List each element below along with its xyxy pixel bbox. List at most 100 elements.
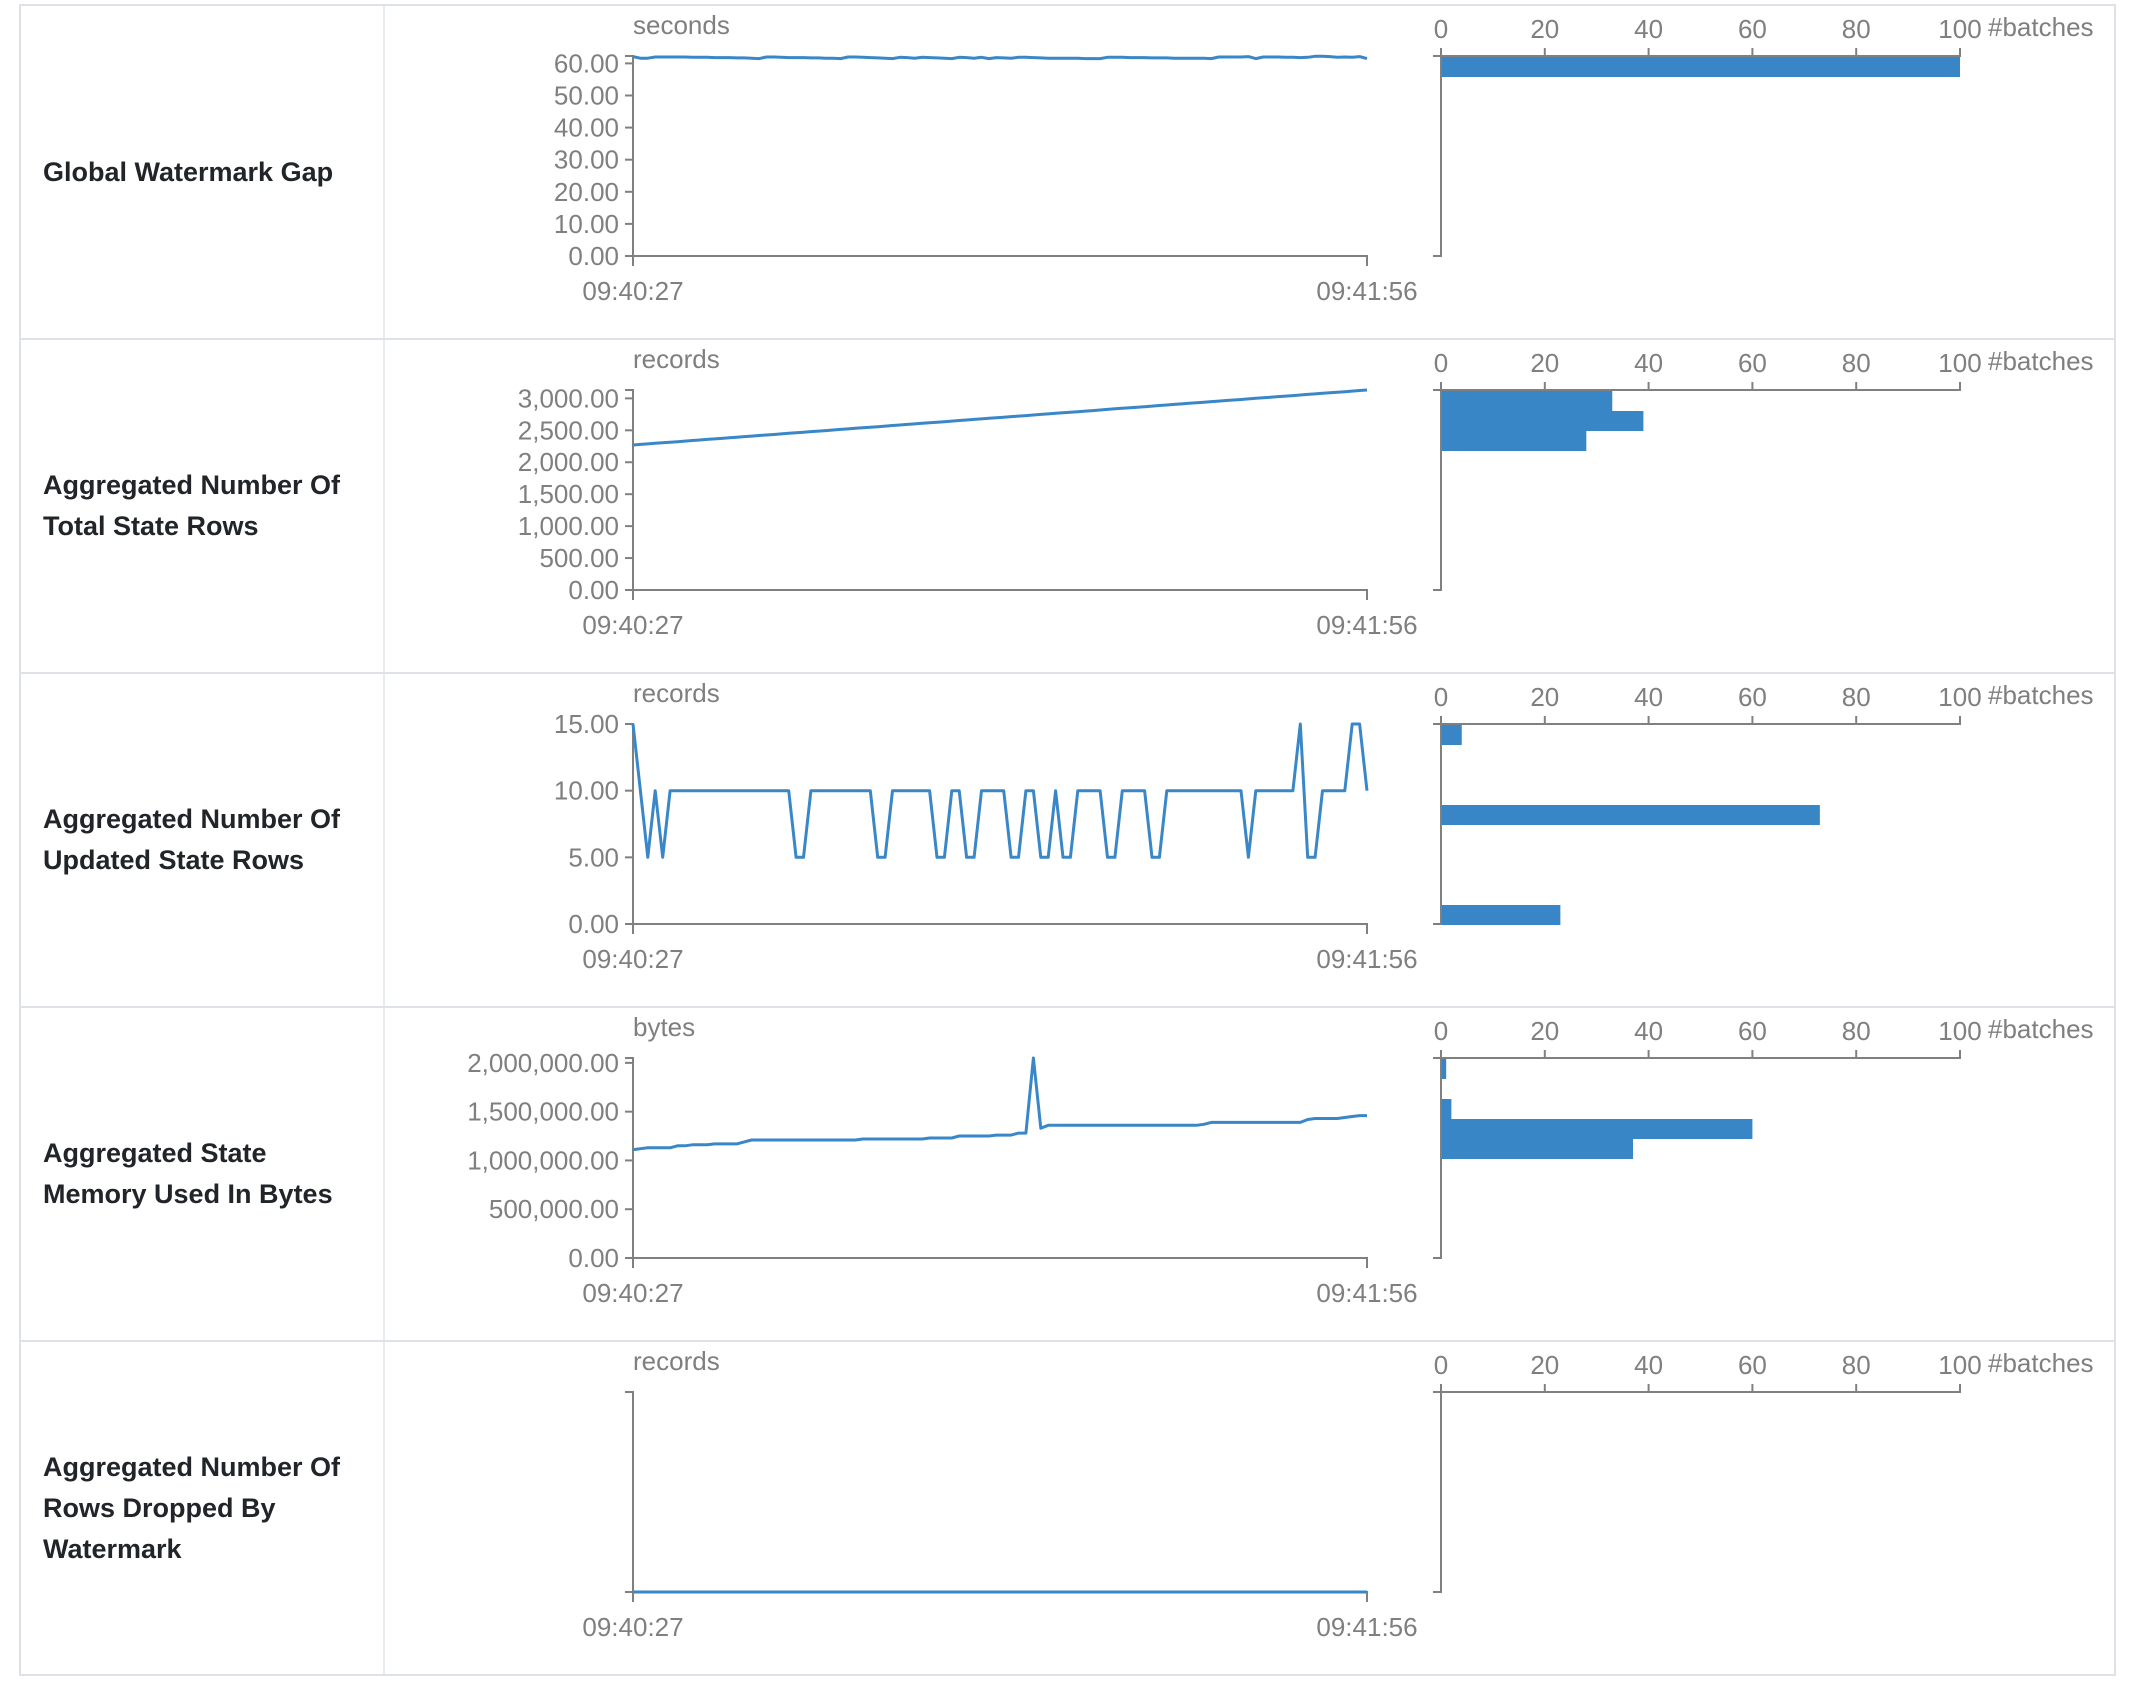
y-tick-label: 2,000,000.00	[467, 1048, 619, 1078]
y-unit-label: records	[633, 344, 720, 374]
hist-x-unit-label: #batches	[1988, 12, 2094, 42]
hist-x-tick-label: 100	[1938, 1016, 1981, 1046]
metric-label: Global Watermark Gap	[21, 152, 333, 193]
metric-label-line: Global Watermark Gap	[43, 156, 334, 187]
y-unit-label: records	[633, 1346, 720, 1376]
hist-bar	[1442, 1099, 1452, 1119]
y-tick-label: 2,000.00	[518, 447, 619, 477]
hist-x-tick-label: 60	[1738, 1350, 1767, 1380]
metric-chart: records 0.00 5.00 10.00 15.00 09:40:27 09:41:5…	[554, 678, 2094, 974]
y-tick-label: 1,500,000.00	[467, 1097, 619, 1127]
y-axis	[625, 389, 634, 591]
hist-x-tick-label: 100	[1938, 682, 1981, 712]
y-axis	[625, 723, 634, 925]
hist-x-tick-label: 100	[1938, 14, 1981, 44]
x-tick-label-start: 09:40:27	[582, 1612, 683, 1642]
hist-x-tick-label: 20	[1530, 14, 1559, 44]
hist-x-tick-label: 80	[1842, 348, 1871, 378]
y-tick-label: 0.00	[568, 909, 619, 939]
hist-bar	[1442, 411, 1644, 431]
metric-label: Aggregated Number Of Updated State Rows	[21, 799, 340, 881]
metric-label-cell: Aggregated State Memory Used In Bytes	[21, 1008, 385, 1340]
hist-y-axis	[1433, 389, 1442, 591]
hist-y-axis	[1433, 1057, 1442, 1259]
data-line	[632, 1056, 1367, 1152]
x-axis	[632, 589, 1368, 600]
hist-x-tick-label: 80	[1842, 1350, 1871, 1380]
metric-chart: seconds 0.0010.0020.0030.0040.0050.0060.0…	[554, 10, 2094, 306]
metric-label-line: Updated State Rows	[43, 845, 305, 875]
y-tick-label: 1,000,000.00	[467, 1145, 619, 1175]
y-tick-label: 500,000.00	[489, 1194, 619, 1224]
y-tick-label: 20.00	[554, 177, 619, 207]
y-tick-label: 10.00	[554, 776, 619, 806]
metric-row: Global Watermark Gap seconds 0.00 10.00 20.0…	[21, 6, 2114, 340]
metrics-table: Global Watermark Gap seconds 0.00 10.00 20.0…	[19, 4, 2116, 1676]
hist-bar	[1442, 725, 1462, 745]
y-tick-label: 1,500.00	[518, 479, 619, 509]
y-tick-label: 15.00	[554, 709, 619, 739]
metric-chart: bytes 0.00 500,000.00 1,000,000.00 1,500,000…	[467, 1012, 2094, 1308]
hist-x-tick-label: 20	[1530, 682, 1559, 712]
hist-x-tick-label: 0	[1434, 14, 1448, 44]
metric-row: Aggregated State Memory Used In Bytes byte…	[21, 1008, 2114, 1342]
hist-x-tick-label: 80	[1842, 682, 1871, 712]
y-tick-label: 30.00	[554, 145, 619, 175]
y-unit-label: records	[633, 678, 720, 708]
hist-x-unit-label: #batches	[1988, 1014, 2094, 1044]
hist-y-axis	[1433, 1391, 1442, 1593]
y-unit-label: bytes	[633, 1012, 695, 1042]
y-tick-label: 3,000.00	[518, 383, 619, 413]
y-tick-label: 1,000.00	[518, 511, 619, 541]
hist-x-axis	[1433, 1050, 1961, 1059]
y-tick-label: 10.00	[554, 209, 619, 239]
y-axis	[625, 1057, 634, 1259]
x-tick-label-end: 09:41:56	[1316, 1278, 1417, 1308]
hist-bar	[1442, 57, 1960, 77]
hist-x-tick-label: 80	[1842, 14, 1871, 44]
metric-label-line: Aggregated Number Of	[43, 804, 341, 834]
x-axis	[632, 923, 1368, 934]
metric-label-line: Total State Rows	[43, 511, 259, 541]
hist-x-tick-label: 40	[1634, 1016, 1663, 1046]
y-unit-label: seconds	[633, 10, 730, 40]
hist-x-tick-label: 60	[1738, 682, 1767, 712]
hist-x-tick-label: 0	[1434, 682, 1448, 712]
metric-chart: records 09:40:27 09:41:56 0 20 40 60 80 100 #batc…	[582, 1346, 2093, 1642]
hist-x-tick-label: 60	[1738, 14, 1767, 44]
metric-label-line: Watermark	[43, 1533, 182, 1564]
y-tick-label: 2,500.00	[518, 415, 619, 445]
metric-label-line: Memory Used In Bytes	[43, 1179, 333, 1209]
data-line	[632, 54, 1368, 61]
hist-y-axis	[1433, 723, 1442, 925]
hist-x-tick-label: 20	[1530, 1016, 1559, 1046]
metric-row: Aggregated Number Of Updated State Rows re…	[21, 674, 2114, 1008]
hist-x-tick-label: 100	[1938, 1350, 1981, 1380]
x-tick-label-start: 09:40:27	[582, 610, 683, 640]
hist-x-tick-label: 60	[1738, 1016, 1767, 1046]
metric-label-cell: Aggregated Number Of Updated State Rows	[21, 674, 385, 1006]
y-tick-label: 0.00	[568, 241, 619, 271]
y-axis	[625, 1391, 634, 1593]
hist-x-tick-label: 40	[1634, 14, 1663, 44]
hist-bar	[1442, 805, 1820, 825]
metric-chart: records 0.00500.001,000.001,500.002,000.0…	[518, 344, 2094, 640]
hist-x-axis	[1433, 1384, 1961, 1393]
hist-bar	[1442, 1119, 1753, 1139]
metric-label-line: Rows Dropped By	[43, 1492, 276, 1523]
hist-bar	[1442, 391, 1613, 411]
hist-x-tick-label: 40	[1634, 682, 1663, 712]
hist-bar	[1442, 905, 1561, 925]
y-tick-label: 500.00	[539, 543, 619, 573]
metric-label-line: Aggregated State	[43, 1138, 267, 1168]
hist-x-tick-label: 40	[1634, 1350, 1663, 1380]
hist-y-axis	[1433, 55, 1442, 257]
metric-label-line: Aggregated Number Of	[43, 470, 341, 500]
hist-x-tick-label: 100	[1938, 348, 1981, 378]
hist-x-unit-label: #batches	[1988, 346, 2094, 376]
hist-bar	[1442, 1059, 1447, 1079]
hist-x-unit-label: #batches	[1988, 680, 2094, 710]
metric-row: Aggregated Number Of Rows Dropped By Water…	[21, 1342, 2114, 1676]
data-line	[632, 388, 1368, 447]
hist-x-tick-label: 60	[1738, 348, 1767, 378]
